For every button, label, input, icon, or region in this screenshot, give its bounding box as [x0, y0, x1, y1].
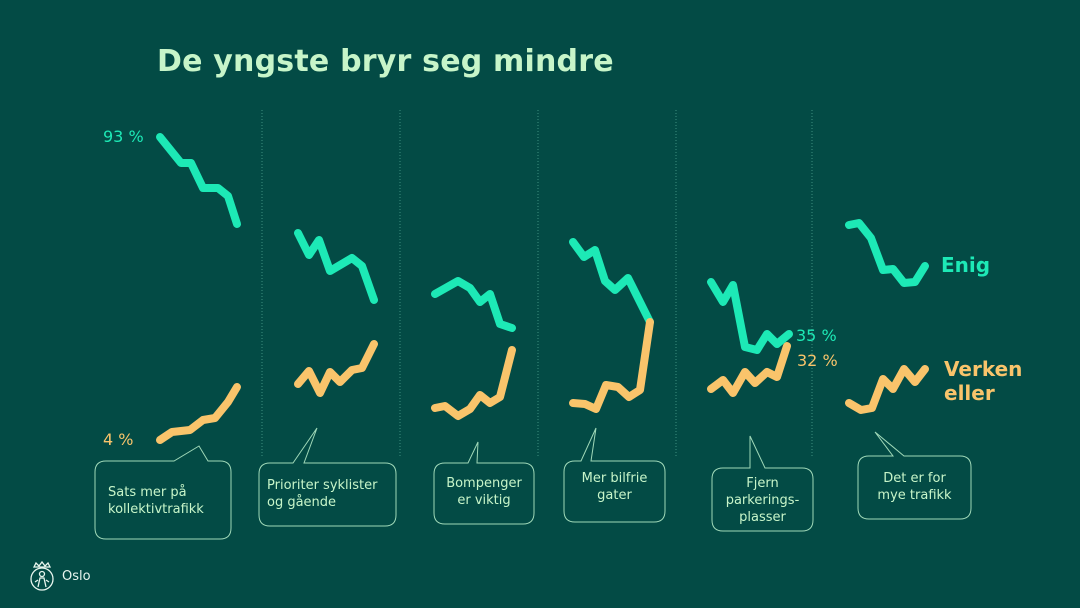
bubble-5 — [711, 435, 814, 532]
legend-enig: Enig — [941, 253, 991, 277]
category-line: plasser — [739, 510, 786, 525]
legend-verken: Verken eller — [944, 357, 1023, 405]
enig-line-6 — [845, 219, 929, 287]
end-enig-label: 35 % — [796, 326, 837, 345]
verken-line-1 — [156, 383, 241, 444]
category-line: er viktig — [457, 493, 511, 508]
bubble-3 — [433, 441, 535, 525]
bubble-4 — [563, 427, 666, 523]
bubble-2 — [258, 427, 397, 527]
enig-line-1 — [156, 133, 241, 228]
verken-line-3 — [431, 346, 516, 420]
bubble-6 — [857, 431, 972, 520]
logo-text: Oslo — [62, 568, 91, 584]
category-line: parkerings- — [725, 493, 800, 508]
category-line: Fjern — [746, 476, 779, 491]
category-label-4: Mer bilfrie gater — [564, 470, 665, 504]
oslo-logo: Oslo — [28, 560, 91, 592]
enig-line-5 — [707, 278, 793, 354]
end-verken-label: 32 % — [797, 351, 838, 370]
category-label-6: Det er for mye trafikk — [858, 470, 971, 504]
enig-line-3 — [431, 277, 516, 332]
enig-line-4 — [569, 238, 654, 326]
category-line: Mer bilfrie — [581, 471, 648, 486]
panel-dividers — [261, 110, 813, 456]
category-line: Bompenger — [446, 476, 522, 491]
oslo-crest-icon — [30, 560, 54, 591]
category-label-5: Fjern parkerings- plasser — [712, 475, 813, 526]
category-line: Prioriter syklister — [267, 478, 378, 493]
verken-line-5 — [707, 342, 791, 397]
category-line: gater — [597, 488, 632, 503]
verken-line-6 — [845, 365, 929, 414]
category-line: mye trafikk — [877, 488, 952, 503]
verken-line-2 — [294, 340, 378, 397]
start-verken-label: 4 % — [103, 430, 134, 449]
verken-line-4 — [569, 318, 654, 413]
page-title: De yngste bryr seg mindre — [157, 44, 614, 79]
bubble-1 — [94, 445, 232, 540]
category-label-1: Sats mer på kollektivtrafikk — [108, 484, 228, 518]
category-line: kollektivtrafikk — [108, 502, 204, 517]
category-label-2: Prioriter syklister og gående — [267, 477, 397, 511]
category-bubbles — [94, 427, 972, 540]
enig-line-2 — [294, 229, 378, 304]
category-line: Det er for — [883, 471, 946, 486]
start-enig-label: 93 % — [103, 127, 144, 146]
category-line: Sats mer på — [108, 485, 187, 500]
category-label-3: Bompenger er viktig — [434, 475, 534, 509]
category-line: og gående — [267, 495, 337, 510]
